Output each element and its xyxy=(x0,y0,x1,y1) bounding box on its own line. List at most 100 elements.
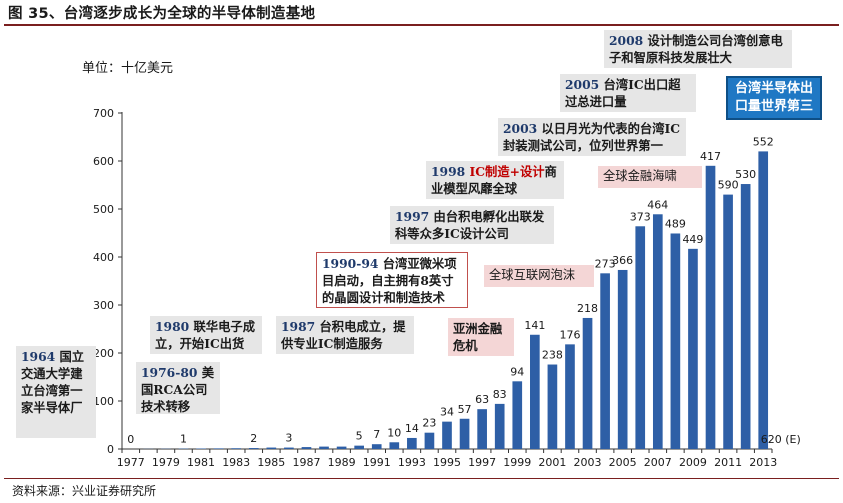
bar-1994 xyxy=(424,432,435,449)
bar-2005 xyxy=(617,269,628,449)
annotation-1990-text: 台湾亚微米项目启动，自主拥有8英寸的晶圆设计和制造技术 xyxy=(322,256,457,305)
bar-2010 xyxy=(705,165,716,450)
annotation-1980-year: 1980 xyxy=(155,319,190,334)
data-label-2011: 590 xyxy=(718,179,739,192)
annotation-2008: 2008 设计制造公司台湾创意电子和智原科技发展壮大 xyxy=(604,30,792,68)
annotation-1980: 1980 联华电子成立，开始IC出货 xyxy=(150,316,262,354)
x-tick-label: 2011 xyxy=(714,456,742,469)
data-label-2002: 176 xyxy=(559,328,580,341)
bar-2003 xyxy=(582,317,593,449)
annotation-1998-highlight: IC制造+设计 xyxy=(465,164,545,179)
annotation-1998-text: 商业模型风靡全球 xyxy=(431,164,557,196)
annotation-financial-tsunami: 全球金融海啸 xyxy=(598,166,702,188)
data-label-2004: 273 xyxy=(595,257,616,270)
data-label-2000: 141 xyxy=(524,319,545,332)
annotation-1998: 1998 IC制造+设计商业模型风靡全球 xyxy=(426,161,564,199)
y-tick-label: 500 xyxy=(93,203,114,216)
source-rule xyxy=(4,478,839,479)
y-tick-label: 100 xyxy=(93,395,114,408)
bar-1987 xyxy=(301,447,312,449)
x-tick-label: 1981 xyxy=(187,456,215,469)
annotation-1990: 1990-94 台湾亚微米项目启动，自主拥有8英寸的晶圆设计和制造技术 xyxy=(316,252,468,308)
page-title: 图 35、台湾逐步成长为全球的半导体制造基地 xyxy=(8,6,316,22)
annotation-1997-year: 1997 xyxy=(395,209,430,224)
data-label-2009: 449 xyxy=(682,233,703,246)
annotation-2003: 2003 以日月光为代表的台湾IC封装测试公司，位列世界第一 xyxy=(498,118,686,156)
x-tick-label: 1983 xyxy=(222,456,250,469)
annotation-2005-year: 2005 xyxy=(565,77,600,92)
annotation-1987: 1987 台积电成立，提供专业IC制造服务 xyxy=(276,316,414,354)
bar-1995 xyxy=(442,421,452,449)
bar-1998 xyxy=(494,403,505,449)
annotation-2003-year: 2003 xyxy=(503,121,538,136)
bar-2006 xyxy=(635,226,646,449)
data-label-1991: 7 xyxy=(373,428,380,441)
data-label-1986: 3 xyxy=(285,432,292,445)
annotation-1987-year: 1987 xyxy=(281,319,316,334)
x-tick-label: 1993 xyxy=(398,456,426,469)
data-label-2007: 464 xyxy=(647,198,668,211)
title-rule xyxy=(4,24,839,26)
bar-1985 xyxy=(266,447,277,449)
annotation-1990-year: 1990-94 xyxy=(322,256,379,271)
bar-1991 xyxy=(371,444,382,449)
bar-2013 xyxy=(758,151,769,449)
data-label-1990: 5 xyxy=(356,430,363,443)
bar-2002 xyxy=(565,344,575,449)
x-tick-label: 2013 xyxy=(749,456,777,469)
data-label-2012: 530 xyxy=(735,168,756,181)
data-label-1993: 14 xyxy=(405,422,419,435)
data-label-2006: 373 xyxy=(630,210,651,223)
annotation-2003-text: 以日月光为代表的台湾IC封装测试公司，位列世界第一 xyxy=(503,121,681,153)
data-label-2008: 489 xyxy=(665,217,686,230)
bar-1988 xyxy=(319,446,329,449)
annotation-1964-text: 国立交通大学建立台湾第一家半导体厂 xyxy=(21,349,85,415)
bar-1999 xyxy=(512,381,523,449)
x-tick-label: 1985 xyxy=(257,456,285,469)
annotation-2005: 2005 台湾IC出口超过总进口量 xyxy=(560,74,696,112)
annotation-dotcom-bubble: 全球互联网泡沫 xyxy=(484,265,594,287)
y-tick-label: 300 xyxy=(93,299,114,312)
x-tick-label: 2005 xyxy=(609,456,637,469)
annotation-1980-text: 联华电子成立，开始IC出货 xyxy=(155,319,256,351)
annotation-1976: 1976-80 美国RCA公司技术转移 xyxy=(136,362,220,414)
data-label-2001: 238 xyxy=(542,349,563,362)
x-tick-label: 1977 xyxy=(117,456,145,469)
x-tick-label: 1999 xyxy=(503,456,531,469)
bar-1986 xyxy=(284,447,294,449)
data-label-2010: 417 xyxy=(700,150,721,163)
bar-1983 xyxy=(231,448,242,449)
annotation-2008-year: 2008 xyxy=(609,33,644,48)
data-label-1992: 10 xyxy=(387,426,401,439)
y-tick-label: 400 xyxy=(93,251,114,264)
bar-1984 xyxy=(248,448,259,449)
data-label-1999: 94 xyxy=(510,365,524,378)
data-label-1995: 34 xyxy=(440,406,454,419)
x-tick-label: 1997 xyxy=(468,456,496,469)
annotation-1987-text: 台积电成立，提供专业IC制造服务 xyxy=(281,319,406,351)
annotation-export-third: 台湾半导体出口量世界第三 xyxy=(726,76,822,120)
bar-1993 xyxy=(407,437,417,449)
data-label-2013: 552 xyxy=(753,135,774,148)
bar-2001 xyxy=(547,364,558,449)
annotation-2008-text: 设计制造公司台湾创意电子和智原科技发展壮大 xyxy=(609,33,783,65)
x-tick-label: 1991 xyxy=(363,456,391,469)
annotation-asia-crisis: 亚洲金融危机 xyxy=(448,318,514,356)
data-label-1980: 1 xyxy=(180,433,187,446)
x-tick-label: 2001 xyxy=(538,456,566,469)
annotation-1976-year: 1976-80 xyxy=(141,365,198,380)
bar-1982 xyxy=(213,448,224,449)
bar-2012 xyxy=(740,184,751,450)
bar-1997 xyxy=(477,409,487,449)
x-tick-label: 1989 xyxy=(328,456,356,469)
source-note: 资料来源：兴业证券研究所 xyxy=(12,484,157,498)
annotation-1976-text: 美国RCA公司技术转移 xyxy=(141,365,215,414)
y-tick-label: 200 xyxy=(93,347,114,360)
annotation-1964: 1964 国立交通大学建立台湾第一家半导体厂 xyxy=(16,346,96,438)
annotation-1997-text: 由台积电孵化出联发科等众多IC设计公司 xyxy=(395,209,545,241)
annotation-1998-year: 1998 xyxy=(431,164,466,179)
bar-2000 xyxy=(530,334,540,449)
data-label-2003: 218 xyxy=(577,302,598,315)
data-label-1997: 63 xyxy=(475,393,489,406)
